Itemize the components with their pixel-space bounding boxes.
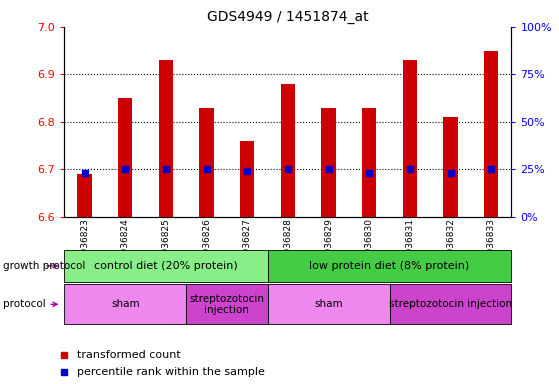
Bar (281, 84, 295, 217)
Text: growth protocol: growth protocol (3, 261, 85, 271)
Bar (443, 117, 458, 217)
Title: GDS4949 / 1451874_at: GDS4949 / 1451874_at (207, 10, 369, 25)
Text: control diet (20% protein): control diet (20% protein) (94, 261, 238, 271)
Bar (159, 60, 173, 217)
Text: transformed count: transformed count (77, 350, 181, 360)
Bar (362, 108, 376, 217)
Bar (484, 51, 498, 217)
Bar (240, 141, 254, 217)
Text: streptozotocin
injection: streptozotocin injection (190, 293, 264, 315)
Bar (186, 284, 268, 324)
Bar (268, 250, 511, 282)
Bar (268, 284, 390, 324)
Bar (78, 174, 92, 217)
Text: streptozotocin injection: streptozotocin injection (389, 299, 512, 310)
Bar (118, 98, 132, 217)
Text: percentile rank within the sample: percentile rank within the sample (77, 367, 265, 377)
Bar (64, 284, 186, 324)
Text: sham: sham (314, 299, 343, 310)
Bar (402, 60, 417, 217)
Text: protocol: protocol (3, 299, 57, 310)
Bar (64, 250, 268, 282)
Bar (390, 284, 511, 324)
Bar (321, 108, 335, 217)
Text: low protein diet (8% protein): low protein diet (8% protein) (309, 261, 470, 271)
Bar (200, 108, 214, 217)
Text: sham: sham (111, 299, 140, 310)
